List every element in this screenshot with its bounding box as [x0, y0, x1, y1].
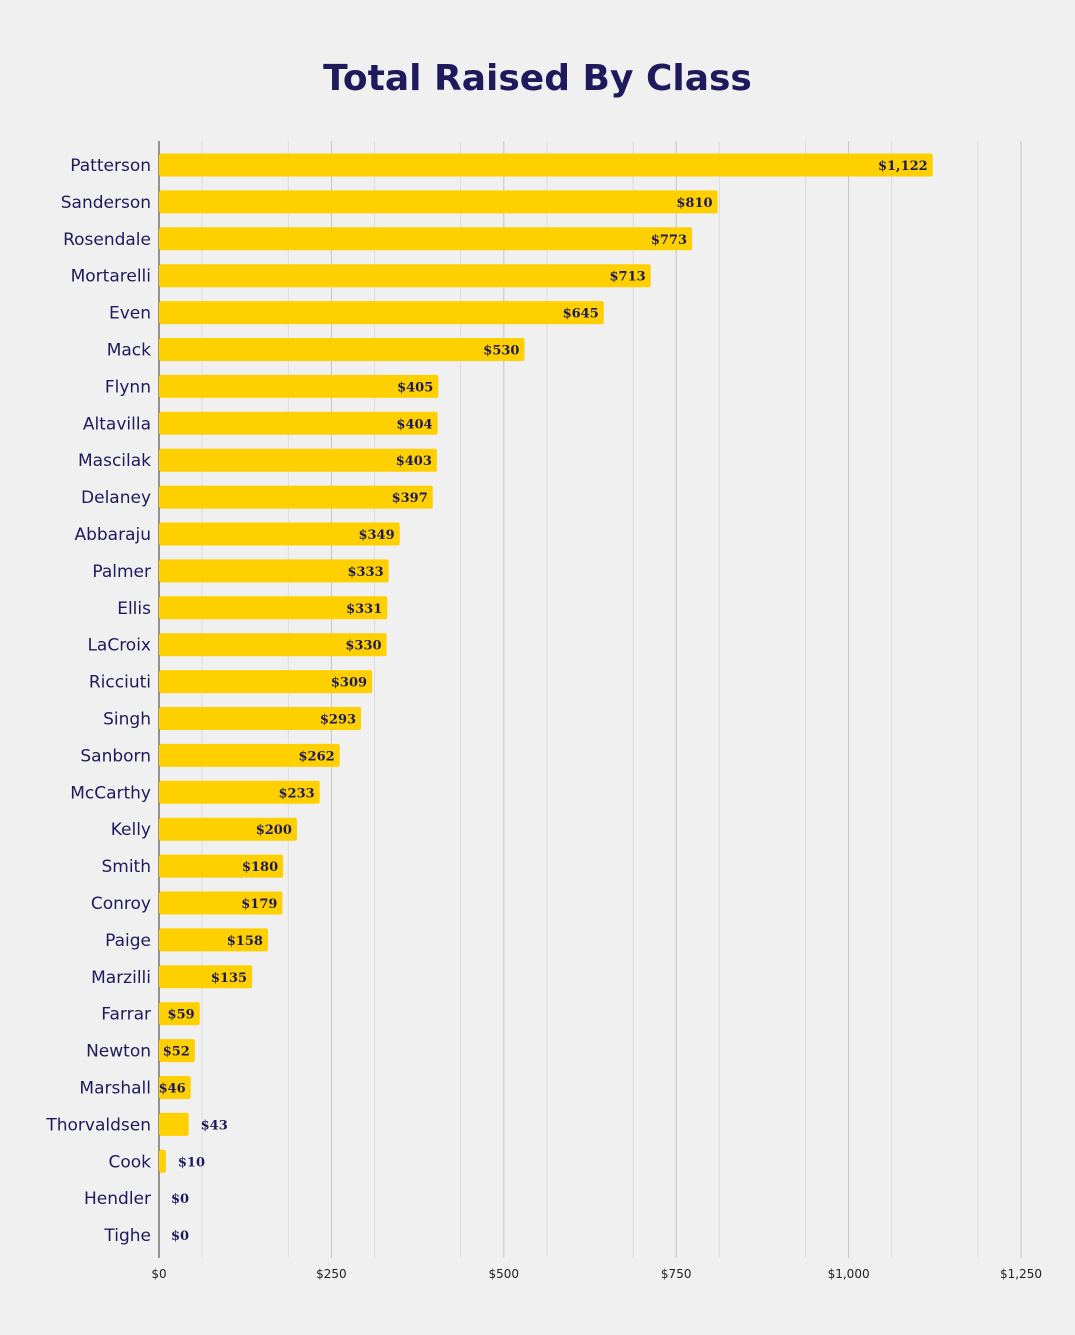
bar-value-label: $1,122	[878, 159, 928, 174]
bar	[159, 190, 718, 214]
category-label: Ellis	[117, 599, 151, 619]
bar	[159, 707, 362, 730]
x-tick-label: $750	[661, 1267, 692, 1281]
bar-value-label: $309	[331, 676, 367, 691]
bar	[159, 965, 253, 989]
bar	[159, 374, 439, 398]
bar	[159, 1076, 191, 1099]
chart-title: Total Raised By Class	[323, 58, 752, 99]
bar-value-label: $180	[242, 860, 278, 875]
bar-value-label: $530	[483, 344, 519, 359]
category-label: Kelly	[111, 820, 151, 840]
category-label: Conroy	[91, 894, 151, 914]
category-label: Thorvaldsen	[45, 1115, 151, 1135]
bar	[159, 817, 297, 841]
bar-value-label: $179	[241, 897, 277, 912]
bar	[159, 743, 340, 767]
bar-value-label: $333	[347, 565, 383, 580]
bar	[159, 1002, 200, 1026]
bar	[159, 1112, 189, 1136]
category-label: Marzilli	[91, 968, 151, 988]
bar-value-label: $645	[563, 307, 599, 322]
bar-value-label: $0	[171, 1192, 189, 1207]
bar-value-label: $713	[609, 270, 645, 285]
bar	[159, 338, 525, 361]
category-label: Delaney	[81, 488, 151, 508]
bar-value-label: $158	[227, 934, 263, 949]
bar	[159, 928, 268, 952]
category-label: Singh	[103, 710, 151, 730]
bar-value-label: $233	[278, 786, 314, 801]
category-label: Rosendale	[63, 230, 151, 250]
category-label: Farrar	[101, 1005, 151, 1025]
category-label: Patterson	[70, 156, 151, 176]
category-label: Abbaraju	[74, 525, 151, 545]
bar	[159, 301, 604, 325]
category-label: Sanderson	[61, 193, 151, 213]
bar-value-label: $810	[676, 196, 712, 211]
bar-value-label: $10	[178, 1155, 205, 1170]
bar-value-label: $46	[159, 1082, 186, 1097]
bar-value-label: $331	[346, 602, 382, 617]
category-label: Hendler	[84, 1189, 151, 1209]
bar	[159, 854, 284, 878]
bar-value-label: $403	[396, 454, 432, 469]
category-label: Mascilak	[78, 451, 151, 471]
bar-value-label: $773	[651, 233, 687, 248]
bar	[159, 633, 387, 657]
bar-value-label: $349	[358, 528, 394, 543]
category-label: Tighe	[103, 1226, 151, 1246]
bar-value-label: $135	[211, 971, 247, 986]
category-label: Altavilla	[83, 414, 151, 434]
category-label: LaCroix	[87, 636, 151, 656]
category-label: Flynn	[105, 377, 151, 397]
bar	[159, 670, 373, 694]
bar-value-label: $59	[168, 1008, 195, 1023]
bar-value-label: $293	[320, 713, 356, 728]
bar	[159, 891, 283, 915]
bar-value-label: $200	[256, 823, 292, 838]
bar-value-label: $330	[345, 639, 381, 654]
bar-value-label: $404	[396, 417, 432, 432]
category-label: Marshall	[79, 1079, 151, 1099]
category-label: Newton	[86, 1042, 151, 1062]
x-tick-label: $1,250	[1000, 1267, 1042, 1281]
bar	[159, 1149, 166, 1173]
category-label: Ricciuti	[89, 673, 151, 693]
bar	[159, 485, 433, 509]
category-label: Paige	[105, 931, 151, 951]
category-label: Sanborn	[80, 746, 151, 766]
x-tick-label: $0	[151, 1267, 166, 1281]
bar	[159, 153, 933, 177]
bar-value-label: $262	[298, 749, 334, 764]
bar	[159, 227, 693, 251]
category-label: Cook	[108, 1152, 151, 1172]
bar	[159, 448, 437, 472]
bar-value-label: $397	[392, 491, 428, 506]
category-label: Palmer	[92, 562, 151, 582]
category-label: Mack	[107, 341, 151, 361]
bar-value-label: $43	[201, 1118, 228, 1133]
bar	[159, 1039, 195, 1063]
x-tick-label: $250	[316, 1267, 347, 1281]
x-tick-label: $1,000	[828, 1267, 870, 1281]
category-label: McCarthy	[70, 783, 151, 803]
bar	[159, 596, 388, 620]
bar	[159, 559, 389, 583]
bar-value-label: $405	[397, 380, 433, 395]
category-label: Mortarelli	[71, 267, 151, 287]
bar-value-label: $52	[163, 1045, 190, 1060]
category-label: Even	[109, 304, 151, 324]
bar-value-label: $0	[171, 1229, 189, 1244]
bar	[159, 522, 400, 546]
bar	[159, 411, 438, 435]
bar	[159, 264, 651, 288]
bar	[159, 780, 320, 804]
category-label: Smith	[101, 857, 151, 877]
x-tick-label: $500	[489, 1267, 520, 1281]
